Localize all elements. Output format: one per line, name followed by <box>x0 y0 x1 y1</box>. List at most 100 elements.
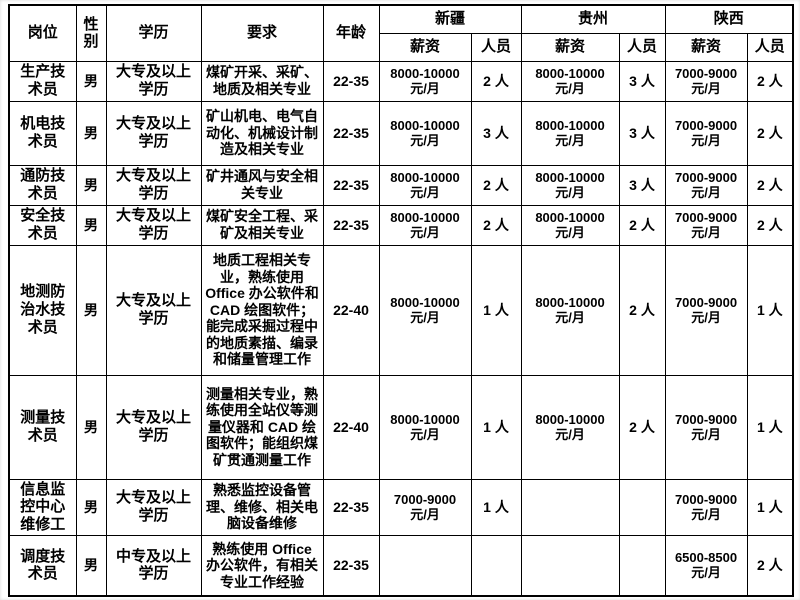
salary-cell-guizhou: 8000-10000 元/月 <box>520 374 620 480</box>
age-cell: 22-35 <box>322 204 380 246</box>
salary-cell-shaanxi: 7000-9000 元/月 <box>664 100 748 166</box>
table-row: 生产技术员 男 大专及以上学历 煤矿开采、采矿、地质及相关专业 22-35 80… <box>8 60 794 102</box>
header-salary-xinjiang: 薪资 <box>378 32 472 62</box>
salary-range: 8000-10000 <box>390 294 460 310</box>
age-cell: 22-35 <box>322 478 380 536</box>
gender-cell: 男 <box>75 478 107 536</box>
age-cell: 22-35 <box>322 60 380 102</box>
header-salary-guizhou: 薪资 <box>520 32 620 62</box>
salary-cell-shaanxi: 7000-9000 元/月 <box>664 204 748 246</box>
staff-cell-xinjiang: 2 人 <box>470 204 522 246</box>
salary-range: 7000-9000 <box>674 65 738 81</box>
staff-cell-shaanxi: 2 人 <box>746 164 794 206</box>
header-row-sub: 薪资 人员 薪资 人员 薪资 人员 <box>9 32 794 62</box>
table-row: 机电技术员 男 大专及以上学历 矿山机电、电气自动化、机械设计制造及相关专业 2… <box>8 100 794 166</box>
salary-cell-guizhou: 8000-10000 元/月 <box>520 204 620 246</box>
salary-range: 8000-10000 <box>390 117 460 133</box>
salary-range: 7000-9000 <box>674 169 738 185</box>
salary-cell-xinjiang <box>378 534 472 597</box>
salary-cell-guizhou <box>520 478 620 536</box>
salary-cell-shaanxi: 7000-9000 元/月 <box>664 60 748 102</box>
gender-cell: 男 <box>75 244 107 376</box>
position-cell: 安全技术员 <box>8 204 77 246</box>
salary-range: 8000-10000 <box>535 65 605 81</box>
staff-cell-guizhou: 3 人 <box>618 60 666 102</box>
education-cell: 大专及以上学历 <box>105 164 202 206</box>
staff-cell-guizhou: 3 人 <box>618 100 666 166</box>
position-cell: 调度技术员 <box>8 534 77 597</box>
salary-range: 8000-10000 <box>535 117 605 133</box>
position-cell: 信息监控中心维修工 <box>8 478 77 536</box>
table-row: 调度技术员 男 中专及以上学历 熟练使用 Office 办公软件，有相关专业工作… <box>8 534 794 597</box>
staff-cell-xinjiang: 1 人 <box>470 244 522 376</box>
age-cell: 22-35 <box>322 164 380 206</box>
salary-cell-guizhou <box>520 534 620 597</box>
salary-unit: 元/月 <box>691 81 721 96</box>
salary-range: 6500-8500 <box>674 549 738 565</box>
salary-cell-shaanxi: 7000-9000 元/月 <box>664 164 748 206</box>
education-cell: 中专及以上学历 <box>105 534 202 597</box>
staff-cell-shaanxi: 2 人 <box>746 534 794 597</box>
salary-cell-shaanxi: 6500-8500 元/月 <box>664 534 748 597</box>
table-row: 测量技术员 男 大专及以上学历 测量相关专业，熟练使用全站仪等测量仪器和 CAD… <box>8 374 794 480</box>
education-cell: 大专及以上学历 <box>105 244 202 376</box>
salary-unit: 元/月 <box>555 310 585 325</box>
staff-cell-guizhou: 2 人 <box>618 374 666 480</box>
salary-cell-xinjiang: 8000-10000 元/月 <box>378 164 472 206</box>
table-header: 岗位 性别 学历 要求 年龄 新疆 贵州 陕西 薪资 人员 薪资 人员 薪资 人… <box>8 4 794 62</box>
salary-unit: 元/月 <box>410 310 440 325</box>
education-cell: 大专及以上学历 <box>105 60 202 102</box>
staff-cell-xinjiang: 1 人 <box>470 374 522 480</box>
salary-unit: 元/月 <box>691 507 721 523</box>
salary-range: 8000-10000 <box>535 411 605 427</box>
requirements-cell: 煤矿开采、采矿、地质及相关专业 <box>200 60 324 102</box>
salary-unit: 元/月 <box>555 225 585 240</box>
gender-cell: 男 <box>75 100 107 166</box>
salary-unit: 元/月 <box>555 185 585 200</box>
requirements-cell: 矿井通风与安全相关专业 <box>200 164 324 206</box>
education-cell: 大专及以上学历 <box>105 374 202 480</box>
table-row: 通防技术员 男 大专及以上学历 矿井通风与安全相关专业 22-35 8000-1… <box>8 164 794 206</box>
staff-cell-guizhou: 2 人 <box>618 244 666 376</box>
salary-range: 7000-9000 <box>674 209 738 225</box>
position-cell: 测量技术员 <box>8 374 77 480</box>
header-position: 岗位 <box>8 4 77 62</box>
gender-cell: 男 <box>75 164 107 206</box>
age-cell: 22-40 <box>322 244 380 376</box>
salary-range: 7000-9000 <box>674 411 738 427</box>
salary-cell-xinjiang: 8000-10000 元/月 <box>378 100 472 166</box>
header-region-guizhou: 贵州 <box>520 4 666 34</box>
age-cell: 22-35 <box>322 534 380 597</box>
header-age: 年龄 <box>322 4 380 62</box>
salary-unit: 元/月 <box>691 185 721 200</box>
requirements-cell: 熟练使用 Office 办公软件，有相关专业工作经验 <box>200 534 324 597</box>
requirements-cell: 矿山机电、电气自动化、机械设计制造及相关专业 <box>200 100 324 166</box>
salary-cell-xinjiang: 7000-9000 元/月 <box>378 478 472 536</box>
table-row: 信息监控中心维修工 男 大专及以上学历 熟悉监控设备管理、维修、相关电脑设备维修… <box>8 478 794 536</box>
header-salary-shaanxi: 薪资 <box>664 32 748 62</box>
requirements-cell: 测量相关专业，熟练使用全站仪等测量仪器和 CAD 绘图软件；能组织煤矿贯通测量工… <box>200 374 324 480</box>
table-body: 生产技术员 男 大专及以上学历 煤矿开采、采矿、地质及相关专业 22-35 80… <box>8 60 794 597</box>
salary-cell-xinjiang: 8000-10000 元/月 <box>378 204 472 246</box>
age-cell: 22-35 <box>322 100 380 166</box>
position-cell: 通防技术员 <box>8 164 77 206</box>
salary-range: 7000-9000 <box>674 491 738 507</box>
staff-cell-guizhou <box>618 534 666 597</box>
staff-cell-xinjiang <box>470 534 522 597</box>
education-cell: 大专及以上学历 <box>105 204 202 246</box>
header-staff-xinjiang: 人员 <box>470 32 522 62</box>
header-region-shaanxi: 陕西 <box>664 4 794 34</box>
gender-cell: 男 <box>75 534 107 597</box>
staff-cell-shaanxi: 2 人 <box>746 204 794 246</box>
salary-cell-guizhou: 8000-10000 元/月 <box>520 100 620 166</box>
salary-unit: 元/月 <box>555 133 585 148</box>
salary-unit: 元/月 <box>410 81 440 96</box>
salary-range: 8000-10000 <box>390 411 460 427</box>
staff-cell-shaanxi: 2 人 <box>746 60 794 102</box>
salary-unit: 元/月 <box>410 185 440 200</box>
salary-cell-xinjiang: 8000-10000 元/月 <box>378 60 472 102</box>
salary-unit: 元/月 <box>410 133 440 148</box>
salary-range: 8000-10000 <box>535 169 605 185</box>
staff-cell-xinjiang: 1 人 <box>470 478 522 536</box>
